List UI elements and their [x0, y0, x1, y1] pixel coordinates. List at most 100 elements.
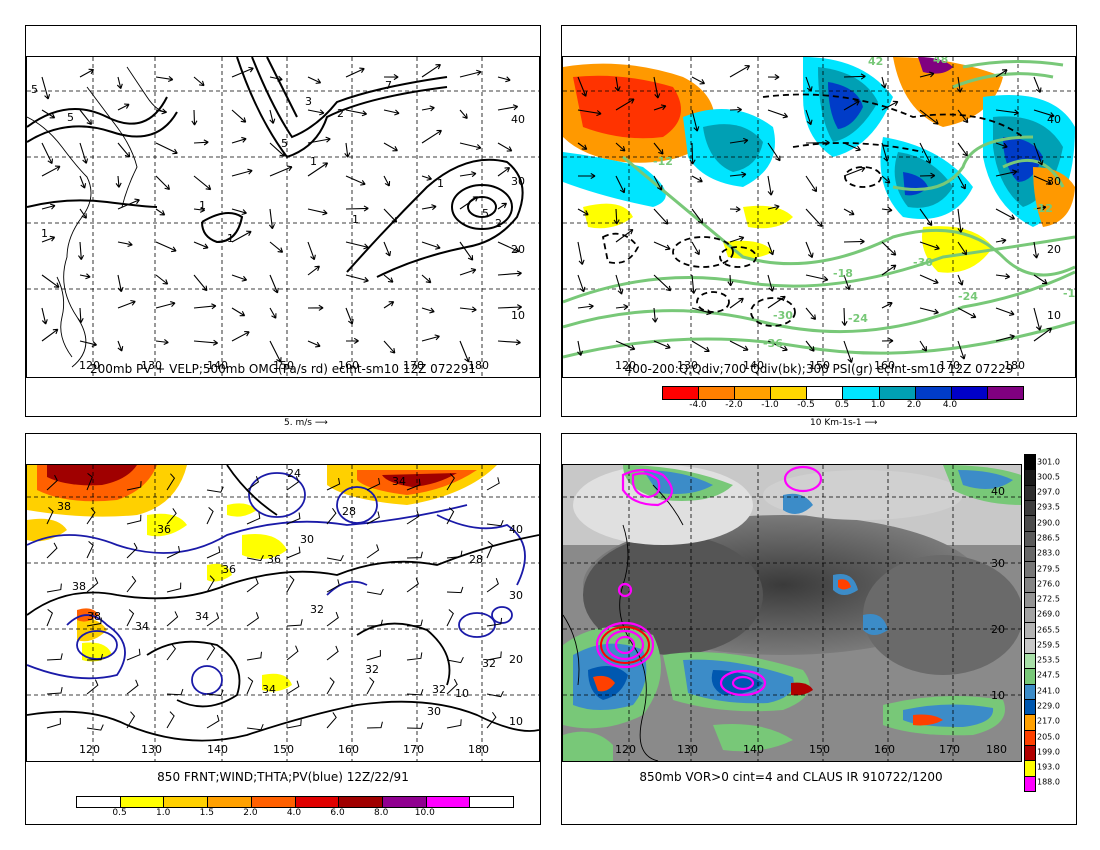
wind-vector [691, 76, 706, 85]
svg-text:1: 1 [199, 199, 206, 212]
wind-vector [919, 172, 936, 179]
wind-vector [691, 241, 700, 256]
colorbar-swatch [1025, 745, 1035, 762]
wind-vector [155, 301, 176, 309]
wind-vector [805, 340, 815, 352]
wind-vector [41, 165, 61, 177]
wind-vector [193, 339, 218, 346]
wind-barb [46, 583, 62, 593]
wind-barb [446, 656, 464, 664]
svg-text:28: 28 [469, 553, 483, 566]
wind-vector [41, 76, 51, 100]
svg-text:40: 40 [509, 523, 523, 536]
wind-vector [881, 241, 897, 256]
wind-vector [615, 340, 636, 351]
wind-vector [459, 109, 468, 120]
colorbar-swatch [699, 387, 736, 399]
wind-barb [286, 680, 300, 695]
colorbar-label: 301.0 [1037, 457, 1060, 467]
wind-vector [497, 304, 522, 311]
panel-title: 850mb VOR>0 cint=4 and CLAUS IR 910722/1… [639, 770, 943, 784]
colorbar-swatch [470, 797, 514, 807]
colorbar-swatch [1025, 500, 1035, 517]
wind-vector [117, 103, 130, 111]
wind-vector [459, 340, 470, 363]
wind-barb [326, 507, 337, 525]
colorbar-swatch [1025, 562, 1035, 578]
wind-vector [497, 142, 513, 152]
wind-barb [366, 511, 380, 525]
wind-barb [286, 476, 300, 491]
wind-vector [307, 208, 328, 216]
wind-vector [843, 238, 865, 245]
wind-vector [421, 63, 441, 78]
wind-vector [919, 340, 927, 352]
wind-vector [843, 274, 851, 291]
colorbar-label: -2.0 [725, 400, 743, 410]
svg-text:32: 32 [310, 603, 324, 616]
lon-label-180: 180 [1004, 359, 1025, 372]
colorbar-label: 293.5 [1037, 502, 1060, 512]
wind-barb [166, 711, 175, 729]
colorbar-labels: 0.5 1.0 1.5 2.0 4.0 6.0 8.0 10.0 [76, 808, 512, 820]
lon-label-160: 160 [874, 743, 895, 756]
colorbar-label: 0.5 [112, 808, 127, 818]
wind-vector [231, 136, 247, 144]
wind-vector [1033, 109, 1055, 118]
svg-text:34: 34 [392, 475, 406, 488]
wind-vector [995, 169, 1018, 177]
wind-vector [231, 274, 248, 282]
wind-vector [615, 274, 624, 295]
wind-vector [957, 241, 968, 256]
wind-vector [193, 241, 209, 250]
wind-barb [166, 473, 176, 491]
wind-vector [957, 274, 964, 286]
wind-vector [116, 76, 123, 89]
lon-label-140: 140 [207, 743, 228, 756]
lon-label-150: 150 [273, 743, 294, 756]
lon-label-170: 170 [403, 743, 424, 756]
wind-vector [155, 274, 169, 285]
wind-barb [366, 477, 381, 491]
wind-vector [41, 328, 59, 342]
wind-barb [86, 577, 99, 593]
colorbar-label: 247.5 [1037, 670, 1060, 680]
colorbar-swatch [1025, 776, 1035, 791]
wind-vector [345, 274, 369, 283]
colorbar-label: 276.0 [1037, 579, 1060, 589]
colorbar-swatch [1025, 654, 1035, 670]
wind-vector [957, 142, 968, 157]
wind-vector [691, 175, 703, 183]
wind-vector [459, 241, 474, 261]
wind-vector [41, 235, 56, 243]
svg-text:30: 30 [1047, 175, 1061, 188]
wind-vector [459, 196, 479, 210]
svg-text:-30: -30 [913, 256, 933, 269]
lon-label-150: 150 [273, 359, 294, 372]
colorbar-swatch [843, 387, 880, 399]
panel-title: 850 FRNT;WIND;THTA;PV(blue) 12Z/22/91 [157, 770, 409, 784]
wind-vector [459, 171, 477, 178]
wind-vector [577, 241, 585, 265]
wind-vector [957, 208, 964, 233]
wind-vector [729, 137, 749, 144]
wind-vector [919, 71, 935, 78]
svg-text:10: 10 [1047, 309, 1061, 322]
wind-barb [286, 645, 299, 661]
map-vor-claus: 40 30 20 10 120 130 140 150 160 170 180 [562, 464, 1022, 762]
wind-barb [246, 612, 260, 627]
wind-vector [767, 109, 789, 119]
scale-arrow-icon: ⟶ [864, 418, 878, 428]
svg-text:20: 20 [991, 623, 1005, 636]
wind-barb [86, 507, 96, 525]
colorbar-label: 6.0 [330, 808, 345, 818]
wind-barb [166, 582, 182, 593]
wind-vector [956, 76, 963, 93]
wind-vector [653, 274, 672, 292]
wind-vector [117, 299, 136, 309]
wind-vector [459, 268, 477, 276]
lon-label-120: 120 [79, 359, 100, 372]
svg-text:-24: -24 [848, 312, 868, 325]
svg-text:-12: -12 [1033, 202, 1053, 215]
wind-vector [191, 109, 198, 126]
